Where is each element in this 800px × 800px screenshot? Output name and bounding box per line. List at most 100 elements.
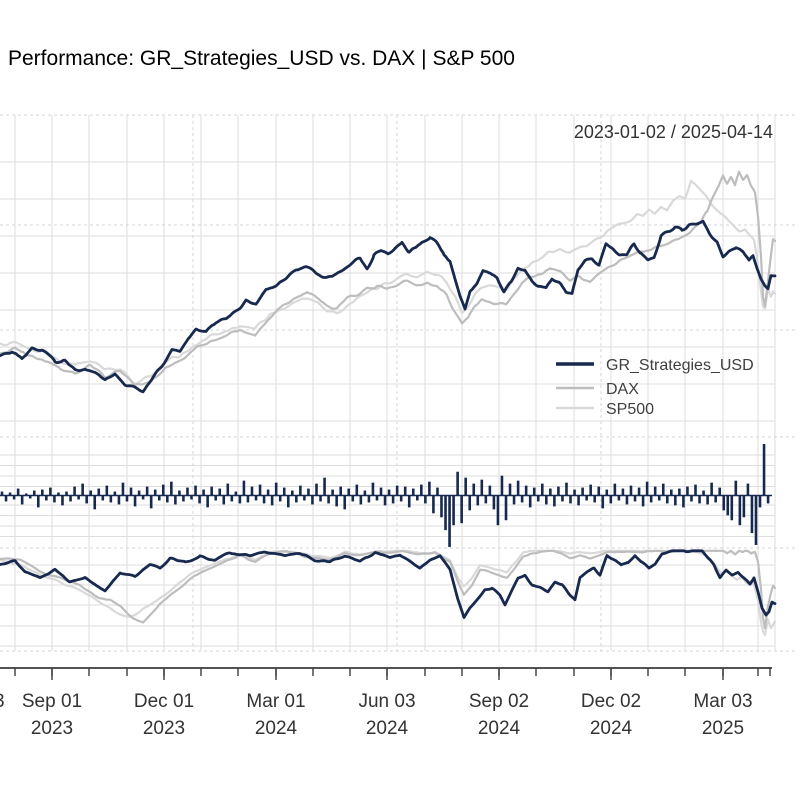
returns-bar (141, 495, 145, 500)
legend-label-sp500: SP500 (606, 401, 654, 418)
returns-bar (391, 495, 395, 504)
returns-bar (109, 495, 113, 503)
x-tick-label-year: 2024 (590, 718, 633, 739)
returns-bar (20, 495, 24, 505)
returns-bar (270, 495, 274, 506)
returns-bar (645, 481, 649, 496)
returns-bar (686, 486, 689, 496)
returns-bar (758, 495, 762, 508)
returns-bar (331, 489, 334, 496)
returns-bar (282, 487, 286, 496)
x-tick-label: Jun 03 (358, 691, 415, 712)
returns-bar (698, 495, 701, 504)
returns-bar (407, 495, 411, 508)
returns-bar (250, 486, 254, 496)
returns-bar (149, 495, 153, 509)
returns-bar (355, 484, 359, 496)
returns-bar (186, 487, 189, 496)
returns-bar (448, 495, 451, 547)
returns-bar (585, 495, 588, 501)
returns-bar (258, 484, 262, 496)
returns-bar (702, 490, 705, 496)
returns-bar (488, 485, 492, 496)
returns-bar (706, 495, 709, 505)
returns-bar (28, 495, 32, 499)
returns-bar (746, 483, 750, 496)
returns-bar (274, 482, 278, 496)
returns-bar (234, 491, 238, 496)
returns-bar (553, 495, 556, 507)
legend-label-gr-strategies: GR_Strategies_USD (606, 357, 754, 374)
returns-bar (411, 488, 415, 496)
returns-bar (742, 495, 746, 518)
returns-bar (303, 495, 306, 501)
returns-bar (161, 484, 165, 496)
returns-bar (694, 484, 697, 496)
returns-bar (617, 495, 621, 501)
returns-bar (399, 495, 403, 502)
returns-bar (549, 488, 552, 496)
x-tick-label: Mar 01 (246, 691, 305, 712)
returns-bar (670, 489, 673, 496)
returns-bar (166, 495, 169, 503)
series-line-GR_Strategies_USD (0, 549, 777, 619)
returns-bar (665, 495, 669, 504)
returns-bar (432, 495, 435, 514)
returns-bar (206, 495, 209, 508)
returns-bar (53, 495, 56, 503)
returns-bar (262, 495, 266, 504)
returns-bar (528, 495, 532, 508)
returns-bar (690, 495, 693, 502)
x-tick-label-year: 2025 (702, 718, 744, 739)
returns-bar (295, 495, 298, 503)
returns-bar (730, 495, 734, 521)
returns-bar (734, 480, 738, 496)
returns-bar (327, 495, 330, 504)
returns-bar (335, 495, 338, 507)
returns-bar (198, 495, 201, 504)
returns-bar (230, 495, 234, 502)
returns-bar (674, 495, 677, 506)
returns-bar (722, 495, 726, 511)
x-tick-label: Mar 03 (693, 691, 752, 712)
returns-bar (440, 495, 443, 518)
returns-bar (557, 486, 560, 496)
returns-bar (4, 495, 8, 502)
returns-bar (678, 488, 681, 496)
returns-bar (682, 495, 685, 508)
returns-bar (718, 487, 721, 496)
returns-bar (319, 495, 322, 502)
returns-bar (182, 495, 185, 502)
x-tick-label: Jun 03 (0, 691, 5, 712)
returns-bar (16, 488, 20, 496)
x-tick-label-year: 2023 (31, 718, 73, 739)
series-layer (0, 170, 777, 637)
returns-bar (581, 487, 584, 496)
returns-bar (266, 489, 270, 496)
returns-bar (613, 483, 617, 496)
returns-bar (291, 490, 294, 496)
returns-bar (133, 495, 137, 507)
returns-bar (222, 495, 226, 505)
series-line-DAX (0, 549, 777, 630)
returns-bar (403, 486, 407, 496)
returns-bar (536, 495, 540, 502)
returns-bar (32, 490, 36, 496)
x-tick-label-year: 2023 (143, 718, 185, 739)
returns-bar (363, 490, 367, 496)
returns-bar (8, 492, 12, 496)
returns-bar (194, 485, 197, 496)
series-line-GR_Strategies_USD (0, 219, 777, 394)
returns-bar (657, 495, 661, 501)
returns-bar (524, 485, 528, 496)
legend: GR_Strategies_USD DAX SP500 (556, 357, 754, 418)
returns-bar (444, 495, 447, 531)
returns-bar (190, 495, 193, 500)
returns-bar (214, 495, 217, 501)
returns-bar (766, 495, 770, 504)
returns-bar (633, 495, 637, 502)
returns-bar (315, 483, 318, 496)
returns-bar (93, 495, 97, 510)
